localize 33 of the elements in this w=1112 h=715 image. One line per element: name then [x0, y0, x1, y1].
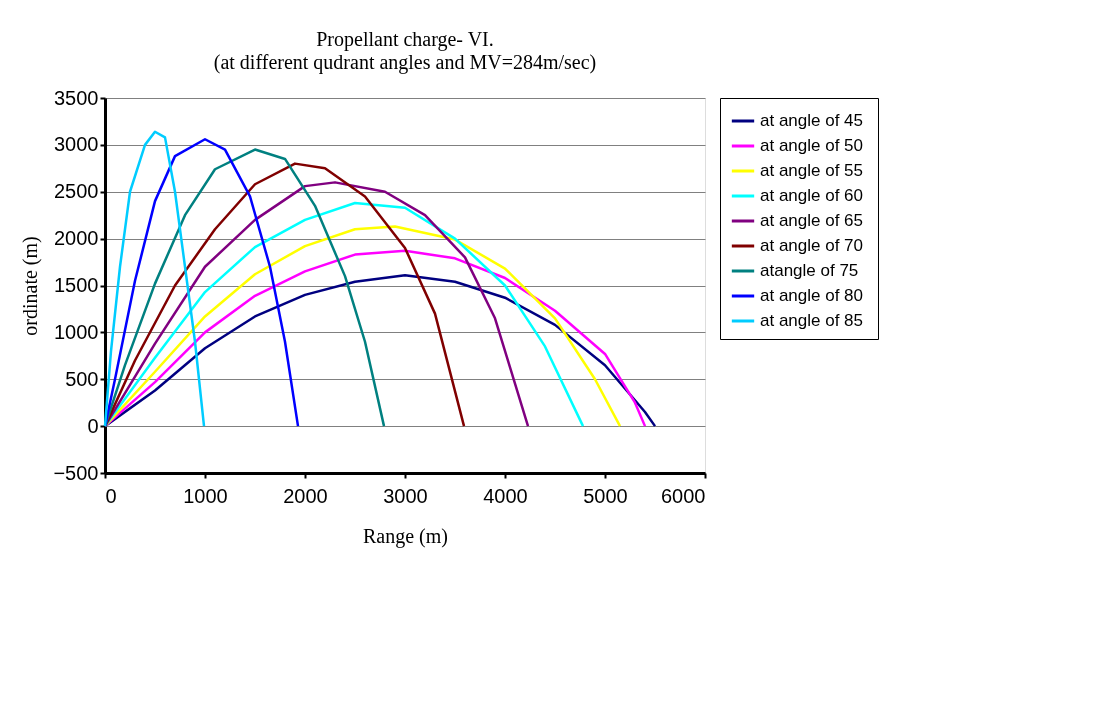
y-tick-label: 1500 — [54, 274, 99, 296]
x-tick-label: 5000 — [583, 484, 628, 507]
x-tick-label: 0 — [105, 484, 117, 507]
legend-label: at angle of 45 — [760, 111, 864, 130]
x-tick-label: 2000 — [283, 484, 328, 507]
line-series — [103, 130, 206, 428]
legend-label: at angle of 80 — [760, 286, 864, 305]
x-tick-label: 4000 — [483, 484, 528, 507]
legend-label: at angle of 60 — [760, 186, 864, 205]
y-tick-label: 2000 — [54, 227, 99, 250]
line-series — [103, 201, 585, 428]
legend-label: at angle of 55 — [760, 161, 864, 180]
y-tick-label: 3000 — [54, 133, 99, 156]
y-tick-label: 3500 — [54, 86, 99, 109]
line-series — [103, 138, 300, 428]
y-tick-label: 0 — [87, 414, 99, 437]
chart-title: Propellant charge- VI. — [316, 28, 494, 51]
x-tick-label: 6000 — [661, 484, 706, 507]
legend-label: at angle of 50 — [760, 136, 864, 155]
y-tick-label: −500 — [53, 461, 99, 484]
x-tick-label: 3000 — [383, 484, 428, 507]
legend-label: atangle of 75 — [760, 261, 859, 280]
y-tick-label: 500 — [65, 367, 99, 390]
line-series — [103, 148, 386, 428]
legend-label: at angle of 85 — [760, 311, 864, 330]
chart-subtitle: (at different qudrant angles and MV=284m/sec) — [213, 51, 597, 74]
legend-label: at angle of 65 — [760, 211, 864, 230]
legend-label: at angle of 70 — [760, 236, 864, 255]
y-tick-label: 1000 — [54, 320, 99, 343]
x-tick-label: 1000 — [183, 484, 228, 507]
x-axis-title: Range (m) — [363, 524, 448, 548]
y-axis-title: ordinate (m) — [19, 236, 43, 336]
y-tick-label: 2500 — [54, 180, 99, 203]
